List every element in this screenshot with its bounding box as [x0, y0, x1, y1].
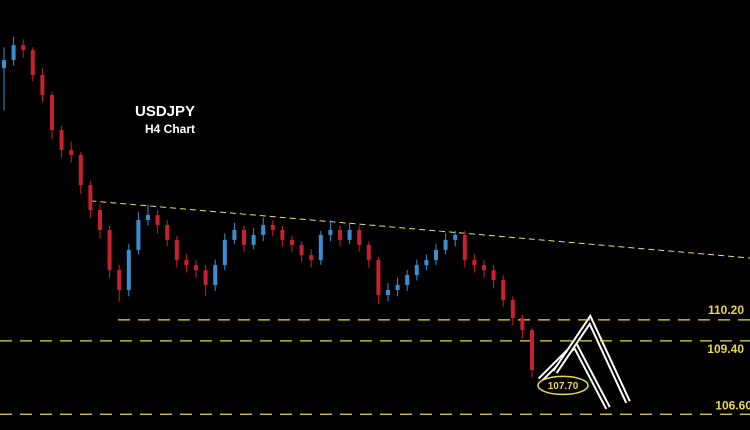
candle-body [309, 255, 314, 261]
candle-body [40, 74, 45, 95]
candle-body [347, 229, 352, 240]
candle-body [405, 275, 410, 286]
candle-body [155, 215, 160, 225]
candle-body [501, 280, 506, 300]
candle-body [21, 45, 26, 51]
candle-body [78, 154, 83, 186]
candle-body [213, 265, 218, 286]
candle-body [520, 318, 525, 331]
candle-body [194, 265, 198, 271]
candle-body [299, 244, 304, 256]
projection-arrow-inner [539, 343, 609, 409]
candle-body [126, 249, 131, 290]
candle-body [530, 330, 534, 370]
candle-body [222, 239, 227, 266]
candle-body [146, 215, 150, 220]
candle-body [184, 260, 189, 266]
candle-body [414, 265, 419, 276]
candle-body [318, 234, 323, 261]
level-label: 106.60 [715, 398, 750, 412]
candle-body [424, 260, 429, 266]
candle-body [251, 234, 256, 245]
candle-body [290, 239, 294, 245]
candle-body [203, 270, 208, 286]
candle-body [11, 45, 16, 61]
candle-body [482, 265, 486, 271]
candle-body [165, 224, 170, 240]
candle-body [174, 239, 179, 261]
candle-body [117, 270, 122, 290]
candle-body [328, 229, 333, 235]
candle-body [88, 185, 93, 211]
projection-arrow [537, 339, 611, 410]
chart-subtitle: H4 Chart [145, 122, 195, 136]
candle-body [107, 229, 112, 271]
candle-body [472, 260, 477, 266]
candle-body [30, 50, 35, 75]
candle-body [242, 229, 246, 245]
candle-body [357, 229, 362, 245]
level-label: 109.40 [707, 342, 744, 356]
candle-body [443, 239, 448, 250]
trendline [90, 200, 750, 259]
candle-body [434, 249, 438, 261]
candle-body [453, 234, 458, 240]
candle-body [50, 94, 54, 131]
candle-body [510, 299, 515, 319]
candle-body [376, 260, 381, 295]
candle-body [491, 270, 496, 281]
price-label: 107.70 [548, 381, 579, 392]
candle-body [2, 60, 6, 69]
candle-body [395, 285, 400, 290]
price-label-badge [537, 375, 589, 396]
candle-body [98, 210, 102, 230]
level-label: 110.20 [708, 303, 744, 317]
candle-body [136, 219, 141, 250]
candle-body [366, 244, 371, 261]
candle-body [261, 224, 266, 235]
candle-body [69, 149, 74, 155]
candle-body [232, 229, 237, 240]
chart-title: USDJPY [135, 103, 195, 120]
candle-body [59, 130, 64, 150]
candle-body [386, 289, 390, 295]
candle-body [270, 224, 275, 230]
candle-body [280, 229, 285, 240]
candle-body [462, 234, 467, 261]
candle-body [338, 229, 342, 240]
